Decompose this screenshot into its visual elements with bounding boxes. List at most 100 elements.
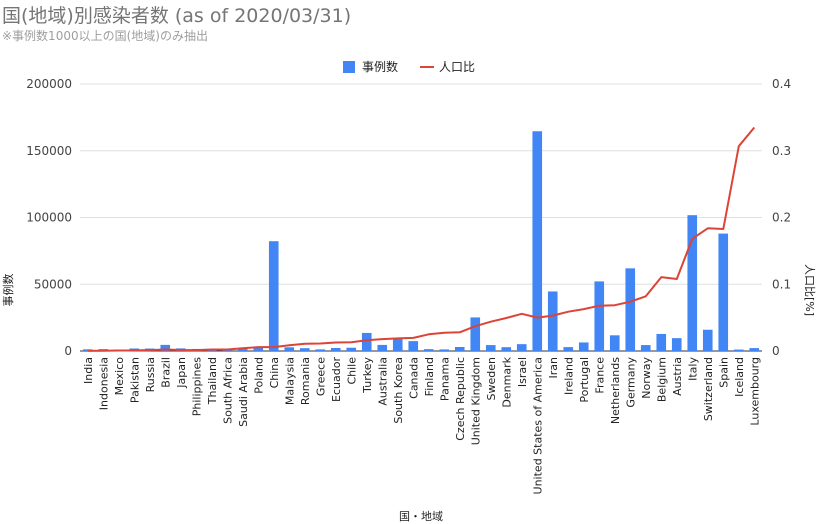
x-tick-label: Indonesia: [97, 357, 110, 410]
bar[interactable]: [299, 348, 310, 351]
y-tick-label: 200000: [26, 77, 72, 91]
legend-swatch-ratio: [420, 66, 434, 68]
y2-tick-label: 0.4: [772, 77, 791, 91]
x-tick-label: Brazil: [159, 357, 172, 388]
x-tick-label: Saudi Arabia: [237, 357, 250, 427]
bar[interactable]: [749, 348, 760, 351]
y-tick-label: 150000: [26, 144, 72, 158]
bar[interactable]: [346, 347, 357, 351]
x-tick-label: Mexico: [113, 357, 126, 396]
bar[interactable]: [594, 281, 605, 351]
bar[interactable]: [237, 349, 248, 351]
x-tick-label: Sweden: [485, 357, 498, 400]
bar[interactable]: [547, 291, 558, 351]
bar[interactable]: [268, 241, 279, 351]
bar[interactable]: [671, 338, 682, 351]
ratio-line[interactable]: [87, 126, 756, 352]
x-tick-label: Spain: [717, 357, 730, 388]
x-tick-label: Italy: [686, 357, 699, 381]
x-tick-label: Australia: [376, 357, 389, 406]
bar[interactable]: [563, 347, 574, 351]
x-tick-label: Iceland: [733, 357, 746, 397]
y2-axis-label: 人口比[%]: [803, 264, 816, 316]
bar[interactable]: [609, 335, 620, 351]
bar[interactable]: [718, 233, 729, 351]
x-tick-label: Finland: [423, 357, 436, 396]
bar[interactable]: [532, 131, 543, 351]
x-tick-label: United Kingdom: [469, 357, 482, 445]
x-tick-label: South Africa: [221, 357, 234, 424]
bar[interactable]: [501, 347, 512, 351]
bar[interactable]: [377, 344, 388, 351]
bar[interactable]: [392, 337, 403, 351]
chart-subtitle: ※事例数1000以上の国(地域)のみ抽出: [2, 29, 208, 43]
legend[interactable]: 事例数 人口比: [343, 59, 475, 74]
bar[interactable]: [408, 341, 419, 351]
legend-label-ratio: 人口比: [439, 60, 475, 74]
bar[interactable]: [82, 349, 93, 351]
x-tick-label: United States of America: [531, 357, 544, 494]
x-tick-label: Romania: [299, 357, 312, 405]
bar[interactable]: [160, 344, 171, 351]
x-tick-label: Chile: [345, 357, 358, 385]
x-tick-label: Switzerland: [702, 357, 715, 421]
y2-tick-label: 0.3: [772, 144, 791, 158]
x-tick-label: Panama: [438, 357, 451, 401]
bar[interactable]: [253, 348, 264, 351]
x-tick-label: Iran: [547, 357, 560, 379]
x-tick-label: South Korea: [392, 357, 405, 424]
bar[interactable]: [578, 342, 589, 351]
bar[interactable]: [656, 333, 667, 351]
x-tick-label: Turkey: [361, 357, 374, 394]
bar[interactable]: [470, 317, 481, 351]
y2-tick-label: 0.1: [772, 277, 791, 291]
x-tick-label: Ecuador: [330, 357, 343, 402]
bar[interactable]: [625, 268, 636, 351]
y2-tick-label: 0.2: [772, 211, 791, 225]
bar[interactable]: [485, 345, 496, 351]
x-tick-label: Germany: [624, 357, 637, 408]
x-tick-label: Malaysia: [283, 357, 296, 405]
x-tick-label: Norway: [640, 357, 653, 399]
x-tick-label: Philippines: [190, 357, 203, 417]
x-tick-label: Portugal: [578, 357, 591, 403]
bar[interactable]: [284, 347, 295, 351]
bar[interactable]: [315, 349, 326, 351]
y-axis-label: 事例数: [1, 274, 15, 307]
legend-label-cases: 事例数: [362, 59, 398, 74]
x-tick-label: Japan: [175, 357, 188, 389]
x-tick-label: France: [593, 357, 606, 394]
x-tick-label: Pakistan: [128, 357, 141, 403]
bar[interactable]: [640, 345, 651, 351]
x-tick-label: Canada: [407, 357, 420, 399]
x-tick-label: Czech Republic: [454, 357, 467, 441]
bar[interactable]: [439, 349, 450, 351]
x-tick-label: Thailand: [206, 357, 219, 405]
chart-title: 国(地域)別感染者数 (as of 2020/03/31): [2, 5, 352, 27]
x-tick-label: China: [268, 357, 281, 388]
bar[interactable]: [330, 348, 341, 351]
x-tick-label: Israel: [516, 357, 529, 387]
x-tick-label: Belgium: [655, 357, 668, 402]
legend-swatch-cases: [343, 61, 355, 73]
x-tick-label: Austria: [671, 357, 684, 396]
x-tick-label: Netherlands: [609, 357, 622, 424]
y-tick-label: 100000: [26, 211, 72, 225]
bar[interactable]: [361, 332, 372, 351]
x-tick-label: Ireland: [562, 357, 575, 395]
x-tick-label: Luxembourg: [748, 357, 761, 426]
bar[interactable]: [687, 215, 698, 351]
x-axis-label: 国・地域: [399, 510, 443, 523]
bar[interactable]: [733, 349, 744, 351]
bar-series: [82, 131, 760, 351]
x-tick-label: India: [82, 357, 95, 384]
x-tick-label: Denmark: [500, 356, 513, 407]
bar[interactable]: [702, 329, 713, 351]
y-tick-label: 50000: [34, 277, 72, 291]
bar[interactable]: [516, 344, 527, 351]
bar[interactable]: [454, 346, 465, 351]
axes: 0 50000 100000 150000 200000 0 0.1 0.2 0.3 0.4 Ind…: [26, 77, 791, 494]
bar[interactable]: [423, 349, 434, 351]
y-tick-label: 0: [64, 344, 72, 358]
